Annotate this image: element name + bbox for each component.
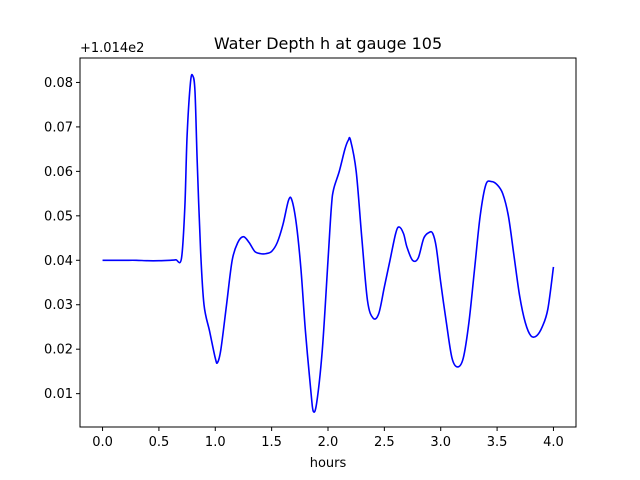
x-tick-label: 1.5 [261, 435, 282, 450]
x-ticks: 0.0 0.5 1.0 1.5 2.0 2.5 3.0 3.5 4.0 [92, 427, 564, 450]
plot-lines [102, 73, 555, 413]
x-axis-label: hours [310, 456, 347, 471]
y-tick-label: 0.06 [44, 165, 73, 180]
x-tick-label: 0.5 [149, 435, 170, 450]
x-tick-label: 2.0 [318, 435, 339, 450]
y-tick-label: 0.08 [44, 76, 73, 91]
y-ticks: 0.01 0.02 0.03 0.04 0.05 0.06 0.07 0.08 [44, 76, 80, 402]
x-tick-label: 0.0 [92, 435, 113, 450]
y-tick-label: 0.03 [44, 298, 73, 313]
plot-frame [79, 57, 577, 428]
series-line-0 [102, 73, 555, 413]
y-tick-label: 0.02 [44, 343, 73, 358]
y-offset-label: +1.014e2 [80, 41, 144, 56]
y-tick-label: 0.04 [44, 254, 73, 269]
x-tick-label: 3.0 [430, 435, 451, 450]
y-tick-label: 0.07 [44, 120, 73, 135]
y-tick-label: 0.05 [44, 209, 73, 224]
x-tick-label: 1.0 [205, 435, 226, 450]
x-tick-label: 3.5 [487, 435, 508, 450]
y-tick-label: 0.01 [44, 387, 73, 402]
x-tick-label: 4.0 [543, 435, 564, 450]
chart-title: Water Depth h at gauge 105 [214, 34, 442, 53]
x-tick-label: 2.5 [374, 435, 395, 450]
